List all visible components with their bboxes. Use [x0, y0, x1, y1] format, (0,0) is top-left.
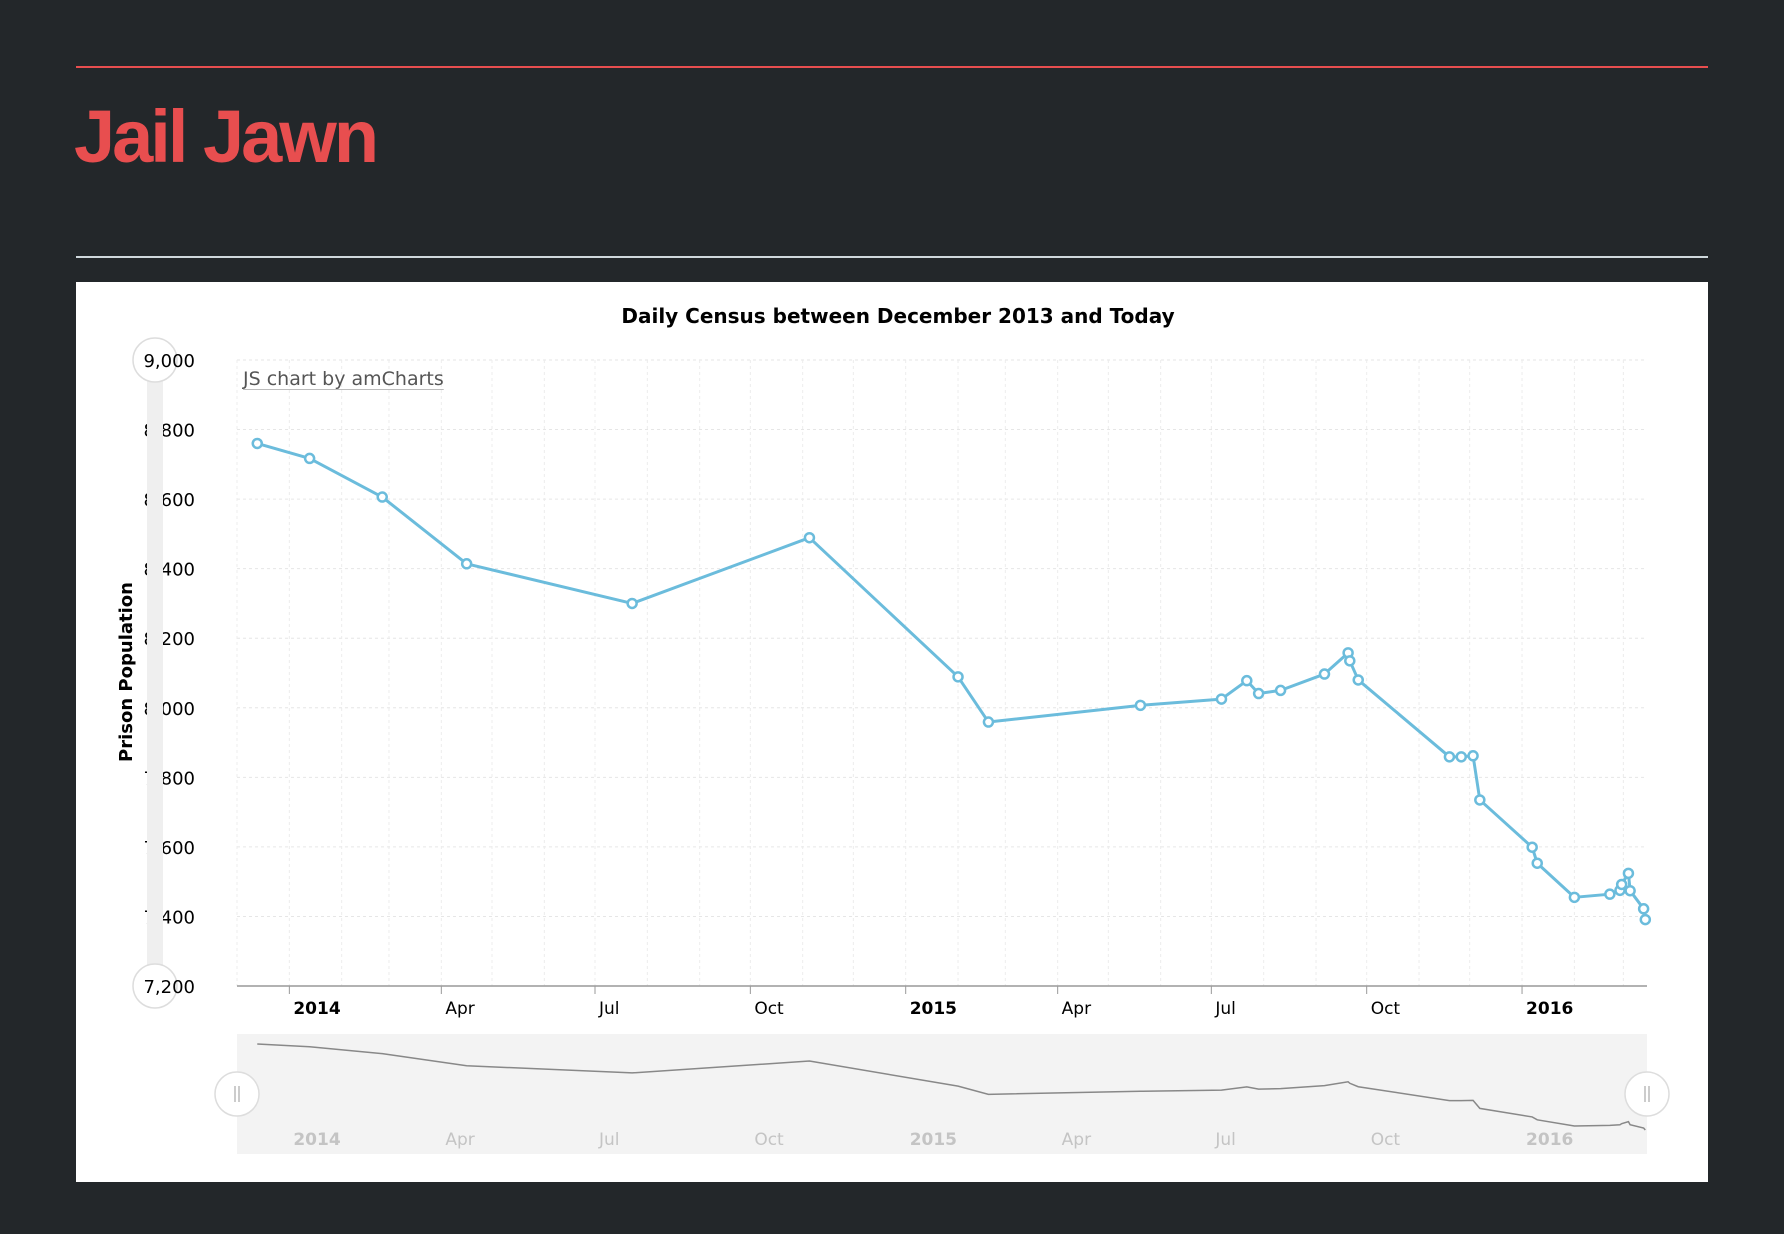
x-tick-label: Jul [1214, 999, 1236, 1019]
x-tick-label: Apr [445, 999, 474, 1019]
data-point [1318, 668, 1331, 680]
data-point [1624, 884, 1636, 897]
amcharts-credit-link[interactable]: JS chart by amCharts [243, 368, 444, 390]
data-point [1604, 888, 1616, 900]
data-point [626, 597, 638, 610]
x-tick-label: 2015 [910, 999, 957, 1019]
data-point [1526, 841, 1538, 853]
header-rule-bottom [76, 256, 1708, 258]
chart-scrollbar-ticks: 2014 Apr Jul Oct 2015 Apr Jul Oct 2016 [293, 1130, 1573, 1150]
series-points [251, 437, 1652, 926]
data-point [1639, 913, 1652, 926]
data-point [460, 558, 473, 570]
series-line [256, 442, 1647, 920]
scrollbar-tick-label: 2016 [1526, 1130, 1573, 1150]
data-point [1455, 751, 1468, 763]
data-point [1622, 867, 1635, 880]
scrollbar-tick-label: Apr [445, 1130, 474, 1150]
x-tick-label: Apr [1062, 999, 1091, 1019]
data-point [1474, 794, 1486, 806]
y-tick-label: 9,000 [143, 351, 195, 372]
chart-panel [76, 282, 1708, 1182]
data-point [303, 452, 316, 465]
data-point [1241, 674, 1253, 687]
data-point [1352, 674, 1364, 686]
data-point [803, 531, 816, 544]
x-tick-label: 2014 [293, 999, 340, 1019]
data-point [376, 491, 388, 503]
y-scrollbar-bottom-handle[interactable] [132, 963, 178, 1009]
chart-scrollbar-right-handle[interactable] [1624, 1071, 1670, 1117]
y-axis-ticks-over: 9,000 7,200 [143, 351, 195, 998]
y-axis-label: Prison Population [116, 582, 137, 762]
data-point [1215, 693, 1228, 705]
scrollbar-tick-label: 2014 [293, 1130, 340, 1150]
chart-title: Daily Census between December 2013 and T… [621, 304, 1174, 328]
series-polyline [256, 442, 1647, 920]
chart-scrollbar-left-handle[interactable] [214, 1071, 260, 1117]
scrollbar-tick-label: 2015 [910, 1130, 957, 1150]
scrollbar-tick-label: Oct [754, 1130, 784, 1150]
chart-scrollbar-track[interactable] [237, 1034, 1647, 1154]
data-point [1344, 655, 1356, 667]
chart-scrollbar-preview [257, 1043, 1646, 1131]
data-point [952, 671, 964, 683]
scrollbar-tick-label: Oct [1371, 1130, 1401, 1150]
scrollbar-tick-label: Jul [1214, 1130, 1236, 1150]
x-tick-label: Oct [1371, 999, 1401, 1019]
y-tick-label: 7,200 [143, 977, 195, 998]
x-tick-label: Jul [598, 999, 620, 1019]
data-point [1443, 751, 1456, 763]
x-axis-ticks: 2014 Apr Jul Oct 2015 Apr Jul Oct 2016 [237, 985, 1647, 1019]
x-tick-label: Oct [754, 999, 784, 1019]
data-point [1615, 878, 1628, 891]
y-scrollbar-track[interactable] [147, 360, 163, 986]
y-scrollbar-top-handle[interactable] [132, 337, 178, 383]
header-rule-top [76, 66, 1708, 68]
data-point [982, 716, 995, 728]
data-point [1531, 857, 1543, 869]
data-point [1274, 684, 1287, 697]
site-title: Jail Jawn [74, 95, 379, 178]
chart-grid [236, 359, 1647, 986]
x-tick-label: 2016 [1526, 999, 1573, 1019]
scrollbar-tick-label: Jul [598, 1130, 620, 1150]
data-point [1252, 687, 1265, 700]
data-point [251, 437, 264, 450]
data-point [1637, 903, 1650, 915]
data-point [1467, 750, 1479, 762]
data-point [1568, 891, 1581, 904]
data-point [1134, 699, 1147, 712]
scrollbar-tick-label: Apr [1062, 1130, 1091, 1150]
scrollbar-preview-line [257, 1043, 1646, 1131]
